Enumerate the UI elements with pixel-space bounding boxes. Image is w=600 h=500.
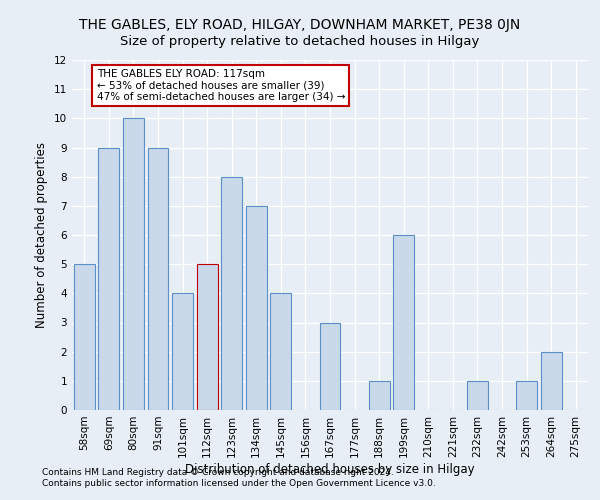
Bar bbox=[221, 176, 242, 410]
Bar bbox=[148, 148, 169, 410]
X-axis label: Distribution of detached houses by size in Hilgay: Distribution of detached houses by size … bbox=[185, 462, 475, 475]
Bar bbox=[74, 264, 95, 410]
Bar bbox=[246, 206, 267, 410]
Bar bbox=[467, 381, 488, 410]
Bar bbox=[516, 381, 537, 410]
Text: Size of property relative to detached houses in Hilgay: Size of property relative to detached ho… bbox=[121, 35, 479, 48]
Bar bbox=[197, 264, 218, 410]
Text: THE GABLES, ELY ROAD, HILGAY, DOWNHAM MARKET, PE38 0JN: THE GABLES, ELY ROAD, HILGAY, DOWNHAM MA… bbox=[79, 18, 521, 32]
Bar bbox=[320, 322, 340, 410]
Bar bbox=[368, 381, 389, 410]
Text: THE GABLES ELY ROAD: 117sqm
← 53% of detached houses are smaller (39)
47% of sem: THE GABLES ELY ROAD: 117sqm ← 53% of det… bbox=[97, 69, 345, 102]
Bar bbox=[541, 352, 562, 410]
Bar bbox=[271, 294, 292, 410]
Bar bbox=[393, 235, 414, 410]
Text: Contains HM Land Registry data © Crown copyright and database right 2024.
Contai: Contains HM Land Registry data © Crown c… bbox=[42, 468, 436, 487]
Bar bbox=[172, 294, 193, 410]
Bar bbox=[123, 118, 144, 410]
Y-axis label: Number of detached properties: Number of detached properties bbox=[35, 142, 49, 328]
Bar bbox=[98, 148, 119, 410]
